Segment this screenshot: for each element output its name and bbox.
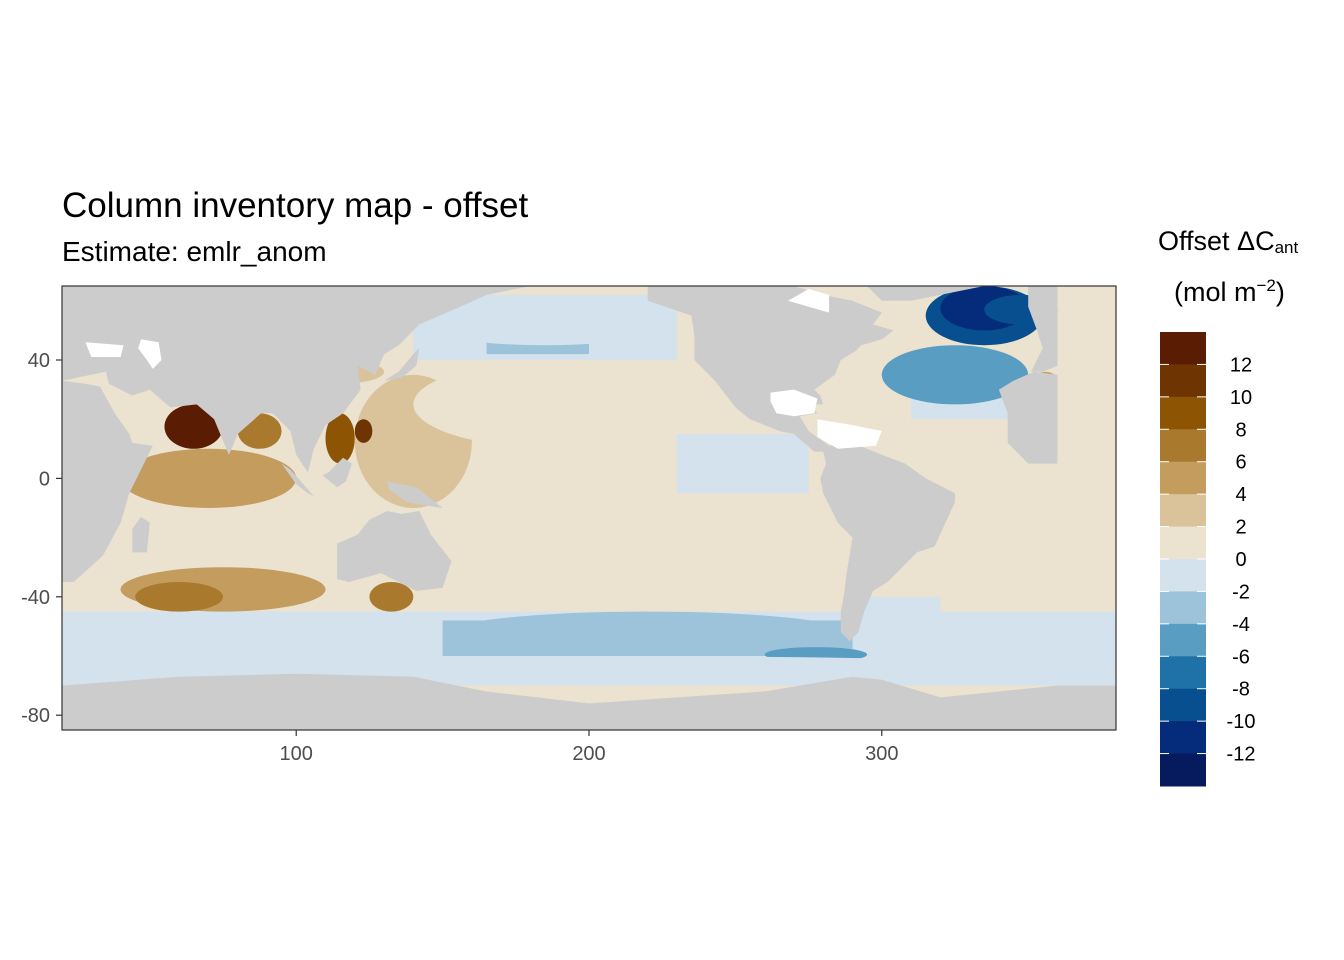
x-tick-label: 300 (865, 743, 898, 765)
nodata-caspian (138, 339, 162, 369)
legend-label: 0 (1235, 549, 1246, 571)
greenland-land (867, 286, 985, 301)
gulf-stream-extension (881, 360, 985, 390)
legend-title: Offset ΔCant (mol m−2) (1158, 226, 1334, 316)
legend-swatch (1160, 526, 1206, 560)
legend-title-subscript: ant (1274, 238, 1299, 257)
legend-swatch (1160, 461, 1206, 495)
x-tick-label: 100 (280, 743, 313, 765)
legend-label: -6 (1232, 646, 1250, 668)
legend-swatch (1160, 688, 1206, 722)
nodata-gulf-mexico (770, 389, 818, 417)
region-14 (940, 478, 1058, 597)
region-5 (120, 448, 297, 508)
legend-colorbar: 12 10 8 6 4 2 0 -2 -4 -6 -8 -10 -12 (1160, 332, 1255, 787)
legend-label: -8 (1232, 679, 1250, 701)
y-tick-label: 0 (39, 468, 50, 490)
region-12 (442, 611, 853, 656)
africa-land (62, 294, 153, 582)
south-america-land (820, 442, 955, 642)
y-tick-label: 40 (28, 350, 50, 372)
legend-swatch (1160, 623, 1206, 657)
antarctica-land (62, 673, 1116, 730)
legend-swatch (1160, 364, 1206, 398)
nodata-black-sea (85, 342, 124, 357)
legend-label: 4 (1235, 484, 1246, 506)
legend-label: -2 (1232, 581, 1250, 603)
sumatra-land (281, 463, 314, 497)
map-panel (61, 285, 1117, 731)
legend-swatch (1160, 396, 1206, 430)
legend-label: 2 (1235, 517, 1246, 539)
legend-swatch (1160, 559, 1206, 592)
region-11 (471, 493, 794, 582)
scs-core (354, 419, 373, 443)
japan-land (384, 348, 420, 381)
legend-swatch (1160, 494, 1206, 528)
nodata-caribbean (817, 419, 882, 449)
legend-label: 10 (1230, 387, 1252, 409)
newguinea-land (387, 481, 443, 508)
australia-land (337, 511, 452, 591)
south-australia-patch (369, 582, 414, 612)
legend-label: -12 (1227, 744, 1256, 766)
y-tick-label: -40 (21, 587, 50, 609)
nodata-hudson (788, 289, 830, 313)
legend-unit-close: ) (1275, 277, 1285, 307)
legend-unit-main: (mol m (1174, 277, 1257, 307)
region-7 (325, 413, 355, 464)
legend-title-main: Offset ΔC (1158, 226, 1275, 256)
region-10 (413, 300, 677, 346)
borneo-land (322, 457, 352, 488)
uk-land (1039, 306, 1052, 331)
legend-label: 12 (1230, 354, 1252, 376)
x-tick-label: 200 (572, 743, 605, 765)
legend-swatch (1160, 753, 1206, 787)
legend-swatch (1160, 332, 1206, 365)
madagascar-land (132, 516, 150, 553)
region-9 (413, 360, 707, 449)
legend-swatch (1160, 656, 1206, 690)
legend-label: 8 (1235, 419, 1246, 441)
eurasia-land (62, 286, 531, 473)
legend-label: -10 (1227, 711, 1256, 733)
india-land (202, 407, 259, 455)
legend-swatch (1160, 429, 1206, 463)
legend-unit-superscript: −2 (1256, 276, 1276, 295)
legend-label: -4 (1232, 614, 1250, 636)
eastern-equatorial-pacific (676, 434, 809, 494)
arabian-sea-core (179, 407, 203, 437)
plot-title: Column inventory map - offset (62, 186, 529, 225)
legend-swatch (1160, 591, 1206, 625)
africa-wrap-land (998, 371, 1058, 464)
agulhas-retroflection (135, 582, 224, 612)
y-tick-label: -80 (21, 705, 50, 727)
plot-subtitle: Estimate: emlr_anom (62, 236, 327, 267)
legend-swatch (1160, 721, 1206, 755)
north-america-land (647, 286, 894, 452)
legend-label: 6 (1235, 452, 1246, 474)
argentine-basin (852, 596, 941, 656)
